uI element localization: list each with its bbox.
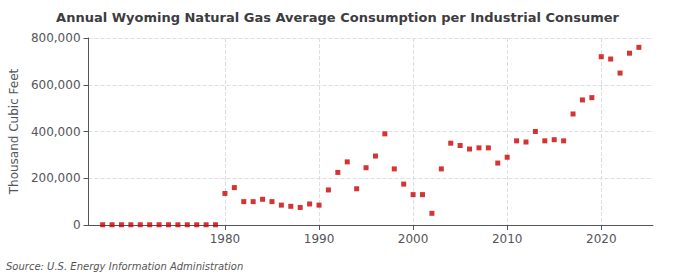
svg-text:Thousand Cubic Feet: Thousand Cubic Feet xyxy=(7,68,21,195)
svg-text:2000: 2000 xyxy=(398,232,429,246)
svg-text:Annual Wyoming Natural Gas Ave: Annual Wyoming Natural Gas Average Consu… xyxy=(56,10,619,25)
svg-text:1990: 1990 xyxy=(304,232,335,246)
svg-text:Source: U.S. Energy Informatio: Source: U.S. Energy Information Administ… xyxy=(6,261,243,272)
svg-text:600,000: 600,000 xyxy=(31,78,81,92)
svg-text:0: 0 xyxy=(73,218,81,232)
svg-text:800,000: 800,000 xyxy=(31,31,81,45)
svg-text:2010: 2010 xyxy=(492,232,523,246)
svg-text:1980: 1980 xyxy=(210,232,241,246)
svg-text:400,000: 400,000 xyxy=(31,125,81,139)
svg-text:200,000: 200,000 xyxy=(31,171,81,185)
svg-text:2020: 2020 xyxy=(586,232,617,246)
